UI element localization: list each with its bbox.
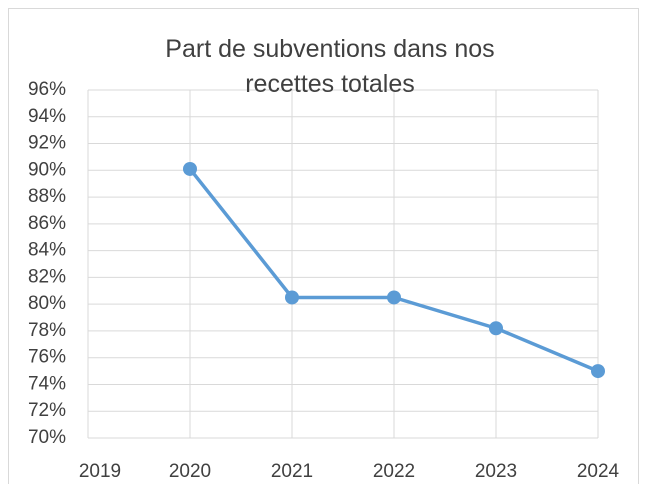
y-tick-label: 70% bbox=[28, 427, 66, 448]
x-tick-label: 2023 bbox=[475, 461, 517, 482]
x-tick-label: 2019 bbox=[79, 461, 121, 482]
point bbox=[285, 290, 299, 305]
y-tick-label: 74% bbox=[28, 373, 66, 394]
x-tick-label: 2020 bbox=[169, 461, 211, 482]
y-tick-label: 80% bbox=[28, 293, 66, 314]
point bbox=[591, 364, 605, 379]
point bbox=[183, 161, 197, 176]
x-tick-label: 2024 bbox=[577, 461, 620, 482]
y-tick-label: 96% bbox=[28, 79, 66, 100]
x-tick-label: 2021 bbox=[271, 461, 313, 482]
y-tick-label: 84% bbox=[28, 240, 66, 261]
y-tick-label: 76% bbox=[28, 347, 66, 368]
x-tick-label: 2022 bbox=[373, 461, 415, 482]
chart-frame bbox=[8, 8, 639, 484]
point bbox=[489, 321, 503, 336]
y-tick-label: 94% bbox=[28, 106, 66, 127]
y-tick-label: 86% bbox=[28, 213, 66, 234]
point bbox=[387, 290, 401, 305]
chart-title: Part de subventions dans nos recettes to… bbox=[165, 35, 495, 98]
y-tick-label: 72% bbox=[28, 400, 66, 421]
y-tick-label: 82% bbox=[28, 266, 66, 287]
y-tick-label: 88% bbox=[28, 186, 66, 207]
y-tick-label: 78% bbox=[28, 320, 66, 341]
y-tick-label: 92% bbox=[28, 133, 66, 154]
y-tick-label: 90% bbox=[28, 159, 66, 180]
